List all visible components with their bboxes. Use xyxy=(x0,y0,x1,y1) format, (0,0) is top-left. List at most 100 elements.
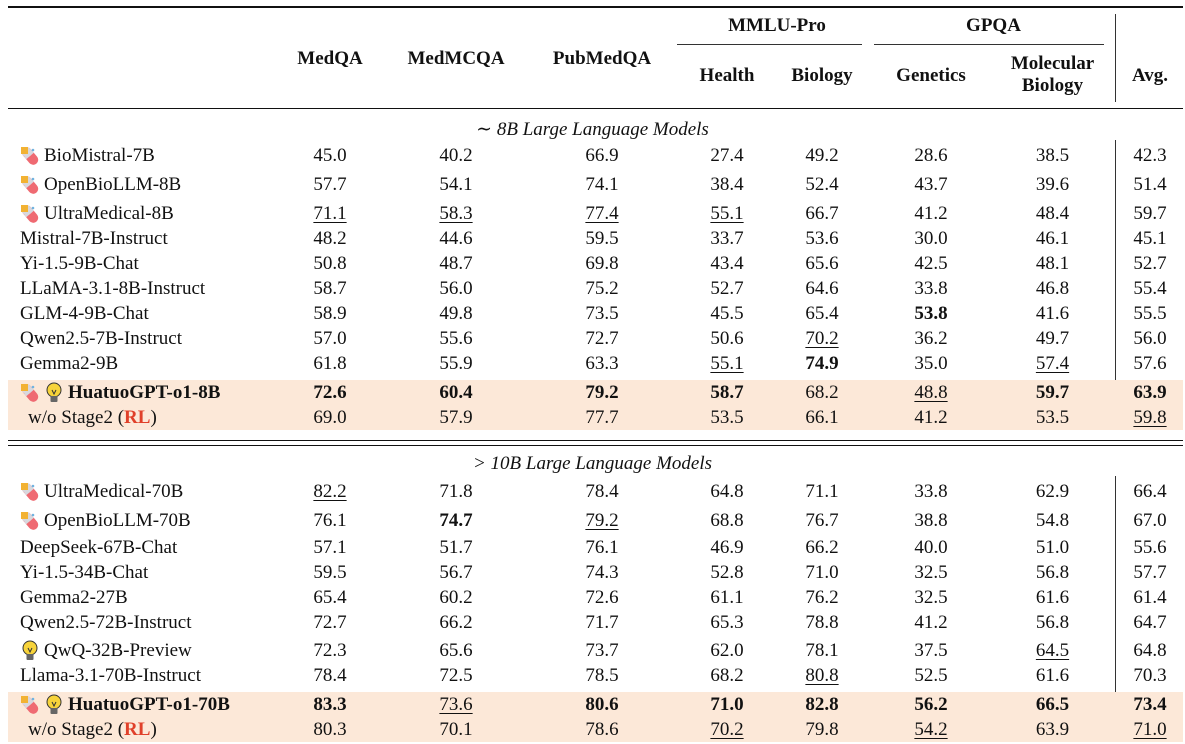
score-health: 43.4 xyxy=(710,253,744,274)
score-cell: 50.6 xyxy=(682,326,772,351)
score-molecular-biology: 41.6 xyxy=(1035,303,1070,324)
score-health: 45.5 xyxy=(710,303,744,324)
score-genetics: 56.2 xyxy=(914,694,948,715)
score-cell: 55.4 xyxy=(1115,276,1185,301)
score-medqa: 69.0 xyxy=(313,407,347,428)
score-cell: 71.7 xyxy=(522,610,682,635)
score-cell: 36.2 xyxy=(872,326,990,351)
score-cell: 56.7 xyxy=(390,560,522,585)
score-cell: 64.8 xyxy=(682,479,772,504)
score-cell: 79.2 xyxy=(522,508,682,533)
model-name: Gemma2-27B xyxy=(20,587,128,608)
score-cell: 66.7 xyxy=(772,201,872,226)
rl-label: RL xyxy=(124,719,151,740)
table-row: w/o Stage2 (RL) 80.3 70.1 78.6 70.2 79.8 54.2 6… xyxy=(8,717,1183,742)
score-avg: 57.7 xyxy=(1133,562,1167,583)
score-medmcqa: 44.6 xyxy=(439,228,473,249)
score-health: 55.1 xyxy=(710,203,744,224)
score-medmcqa: 66.2 xyxy=(439,612,473,633)
model-name: Yi-1.5-9B-Chat xyxy=(20,253,139,274)
score-genetics: 40.0 xyxy=(914,537,948,558)
model-name: UltraMedical-8B xyxy=(44,203,174,224)
score-molecular-biology: 48.4 xyxy=(1035,203,1070,224)
score-medmcqa: 72.5 xyxy=(439,665,473,686)
pill-icon xyxy=(20,481,40,503)
score-cell: 57.9 xyxy=(390,405,522,430)
score-cell: 71.0 xyxy=(682,692,772,717)
score-cell: 61.6 xyxy=(990,663,1115,688)
score-avg: 59.7 xyxy=(1133,203,1167,224)
score-cell: 73.4 xyxy=(1115,692,1185,717)
score-molecular-biology: 46.8 xyxy=(1035,278,1070,299)
score-cell: 60.2 xyxy=(390,585,522,610)
score-cell: 57.1 xyxy=(270,535,390,560)
score-cell: 70.2 xyxy=(682,717,772,742)
score-cell: 83.3 xyxy=(270,692,390,717)
table-row: Gemma2-9B 61.8 55.9 63.3 55.1 74.9 35.0 57.4 57.… xyxy=(8,351,1183,376)
score-molecular-biology: 54.8 xyxy=(1035,510,1070,531)
model-name-cell: DeepSeek-67B-Chat xyxy=(20,535,177,560)
score-cell: 46.9 xyxy=(682,535,772,560)
score-cell: 27.4 xyxy=(682,143,772,168)
score-biology: 49.2 xyxy=(805,145,839,166)
score-cell: 62.0 xyxy=(682,638,772,663)
score-cell: 30.0 xyxy=(872,226,990,251)
score-molecular-biology: 61.6 xyxy=(1035,587,1070,608)
score-cell: 32.5 xyxy=(872,560,990,585)
score-medmcqa: 51.7 xyxy=(439,537,473,558)
table-row: LLaMA-3.1-8B-Instruct 58.7 56.0 75.2 52.7 64.… xyxy=(8,276,1183,301)
model-name: Llama-3.1-70B-Instruct xyxy=(20,665,201,686)
score-cell: 74.1 xyxy=(522,172,682,197)
model-name-cell: GLM-4-9B-Chat xyxy=(20,301,149,326)
score-cell: 57.0 xyxy=(270,326,390,351)
score-health: 64.8 xyxy=(710,481,744,502)
score-cell: 80.6 xyxy=(522,692,682,717)
score-cell: 74.7 xyxy=(390,508,522,533)
bulb-icon xyxy=(44,694,64,716)
score-cell: 79.8 xyxy=(772,717,872,742)
score-avg: 67.0 xyxy=(1133,510,1167,531)
pill-icon xyxy=(20,694,40,716)
score-molecular-biology: 64.5 xyxy=(1035,640,1070,661)
score-pubmedqa: 76.1 xyxy=(585,537,619,558)
score-genetics: 41.2 xyxy=(914,612,948,633)
score-cell: 48.4 xyxy=(990,201,1115,226)
score-medqa: 57.0 xyxy=(313,328,347,349)
score-health: 55.1 xyxy=(710,353,744,374)
score-biology: 79.8 xyxy=(805,719,839,740)
table-row: Mistral-7B-Instruct 48.2 44.6 59.5 33.7 53.6 3… xyxy=(8,226,1183,251)
score-cell: 32.5 xyxy=(872,585,990,610)
score-molecular-biology: 46.1 xyxy=(1035,228,1070,249)
score-cell: 77.7 xyxy=(522,405,682,430)
score-cell: 59.5 xyxy=(270,560,390,585)
top-rule xyxy=(8,6,1183,8)
model-name-cell: HuatuoGPT-o1-70B xyxy=(20,692,230,717)
score-cell: 40.0 xyxy=(872,535,990,560)
score-cell: 76.7 xyxy=(772,508,872,533)
score-cell: 76.1 xyxy=(270,508,390,533)
score-health: 62.0 xyxy=(710,640,744,661)
score-cell: 37.5 xyxy=(872,638,990,663)
table-row: Qwen2.5-72B-Instruct 72.7 66.2 71.7 65.3 78.8… xyxy=(8,610,1183,635)
score-medqa: 58.9 xyxy=(313,303,347,324)
score-pubmedqa: 73.7 xyxy=(585,640,619,661)
score-cell: 72.6 xyxy=(270,380,390,405)
table-row: HuatuoGPT-o1-70B 83.3 73.6 80.6 71.0 82.8 56.2… xyxy=(8,692,1183,717)
column-header-biology: Biology xyxy=(791,65,853,86)
score-medqa: 72.6 xyxy=(313,382,347,403)
score-health: 71.0 xyxy=(710,694,744,715)
model-name-cell: BioMistral-7B xyxy=(20,143,155,168)
score-cell: 57.4 xyxy=(990,351,1115,376)
score-cell: 71.1 xyxy=(270,201,390,226)
score-health: 65.3 xyxy=(710,612,744,633)
column-header-molecular-biology: Molecular Biology xyxy=(1010,53,1095,96)
score-medqa: 72.3 xyxy=(313,640,347,661)
group-header-mmlu-pro: MMLU-Pro xyxy=(728,15,826,36)
score-medqa: 48.2 xyxy=(313,228,347,249)
score-medqa: 59.5 xyxy=(313,562,347,583)
score-medmcqa: 57.9 xyxy=(439,407,473,428)
score-avg: 64.8 xyxy=(1133,640,1167,661)
score-cell: 59.7 xyxy=(1115,201,1185,226)
pill-icon xyxy=(20,174,40,196)
score-cell: 58.9 xyxy=(270,301,390,326)
